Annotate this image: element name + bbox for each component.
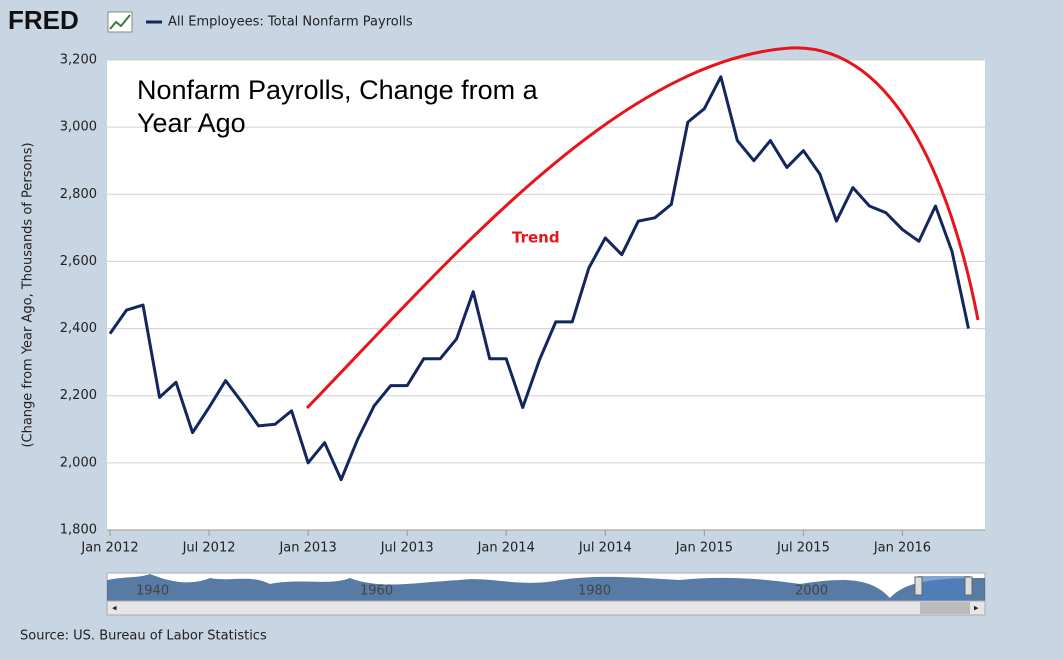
source: Source: US. Bureau of Labor Statistics [20,629,267,644]
x-tick-label: Jan 2016 [873,541,931,556]
y-tick-label: 2,200 [60,388,97,403]
x-tick-label: Jan 2012 [80,541,138,556]
navigator-handle[interactable] [964,576,973,596]
scroll-right[interactable]: ▸ [974,604,979,614]
y-axis-label: (Change from Year Ago, Thousands of Pers… [21,142,36,447]
y-tick-label: 1,800 [60,523,97,538]
navigator-label: 2000 [795,584,828,599]
navigator-window [918,576,970,601]
x-tick-label: Jan 2014 [477,541,535,556]
navigator-label: 1960 [360,584,393,599]
y-tick-label: 2,600 [60,254,97,269]
navigator-handle[interactable] [914,576,923,596]
navigator-area [107,574,985,601]
scrollbar[interactable] [106,600,986,616]
y-tick-label: 3,000 [60,120,97,135]
x-tick-label: Jul 2012 [182,541,236,556]
y-tick-label: 2,400 [60,321,97,336]
x-tick-label: Jul 2014 [578,541,632,556]
x-tick-label: Jan 2013 [278,541,336,556]
y-tick-label: 2,800 [60,187,97,202]
x-tick-label: Jul 2015 [776,541,830,556]
trend-label: Trend [512,229,560,247]
scroll-left[interactable]: ◂ [112,604,117,614]
chart-annotation: Nonfarm Payrolls, Change from a Year Ago [137,75,538,138]
logo-icon [107,11,133,33]
x-tick-label: Jan 2015 [675,541,733,556]
logo: FRED [8,5,79,35]
navigator-label: 1940 [136,584,169,599]
scrollbar-thumb[interactable] [920,602,970,614]
y-tick-label: 2,000 [60,455,97,470]
logo-icon-line [109,14,131,30]
y-tick-label: 3,200 [60,53,97,68]
plot-area [107,60,985,530]
legend-label: All Employees: Total Nonfarm Payrolls [168,15,413,30]
x-tick-label: Jul 2013 [380,541,434,556]
trend-curve [305,46,980,410]
navigator-label: 1980 [578,584,611,599]
data-line [108,75,970,482]
